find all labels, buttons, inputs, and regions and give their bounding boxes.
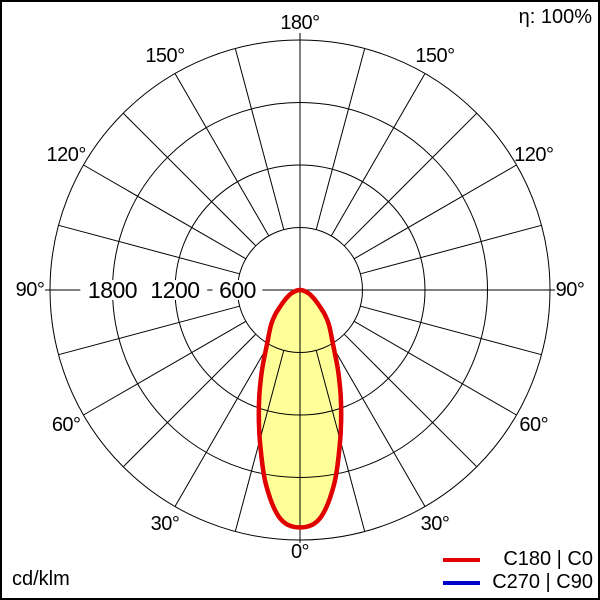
legend-label-c180-c0: C180 | C0 (503, 548, 593, 570)
angle-label: 30° (421, 513, 450, 535)
angle-label: 150° (415, 45, 454, 67)
grid-ray (234, 48, 285, 230)
grid-ray (83, 320, 247, 416)
units-label: cd/klm (12, 568, 70, 590)
grid-ray (122, 333, 257, 468)
grid-ray (343, 333, 478, 468)
angle-label: 150° (145, 45, 184, 67)
grid-ray (330, 73, 426, 237)
grid-ray (58, 305, 240, 356)
angle-label: 90° (16, 279, 45, 301)
radial-tick-bg (80, 280, 145, 300)
angle-label: 60° (52, 414, 81, 436)
beam-curve-c180-c0 (256, 287, 344, 530)
grid-ray (343, 112, 478, 247)
angle-label: 120° (47, 144, 86, 166)
radial-tick-bg (142, 280, 208, 300)
grid-ray (353, 320, 517, 416)
c270-c90-swatch (443, 580, 480, 585)
radial-tick-label: 1800 (88, 277, 137, 303)
legend-row: C270 | C90 (443, 571, 593, 593)
legend-row: C180 | C0 (443, 548, 593, 570)
grid-ray (330, 343, 426, 507)
c180-c0-swatch (443, 557, 480, 562)
grid-ray (174, 73, 270, 237)
grid-ray (83, 164, 247, 260)
angle-label: 0° (291, 541, 309, 563)
angle-label: 120° (514, 144, 553, 166)
grid-ray (174, 343, 270, 507)
grid-ray (353, 164, 517, 260)
angle-label: 90° (556, 279, 585, 301)
radial-tick-bg (212, 280, 263, 300)
efficiency-label: η: 100% (518, 6, 592, 28)
legend: C180 | C0 C270 | C90 (443, 548, 593, 593)
grid-ray (360, 224, 542, 275)
radial-tick-label: 1200 (150, 277, 199, 303)
grid-ray (122, 112, 257, 247)
grid-ray (315, 48, 366, 230)
radial-tick-label: 600 (219, 277, 256, 303)
angle-label: 60° (519, 414, 548, 436)
grid-ray (360, 305, 542, 356)
legend-label-c270-c90: C270 | C90 (492, 571, 593, 593)
angle-label: 180° (280, 12, 319, 34)
angle-label: 30° (151, 513, 180, 535)
grid-ray (58, 224, 240, 275)
